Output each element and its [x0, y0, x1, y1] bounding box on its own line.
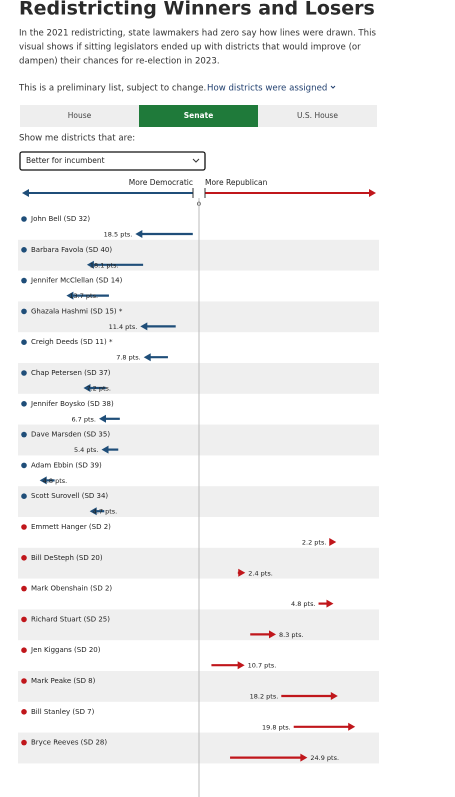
arrow-head [66, 291, 74, 300]
party-dot [21, 247, 27, 253]
tab[interactable] [258, 105, 377, 127]
party-dot [21, 277, 27, 284]
value-label: 2.2 pts. [302, 539, 327, 547]
value-label: 2.4 pts. [248, 569, 273, 577]
value-label: 4.7 pts. [93, 508, 118, 516]
party-dot [21, 493, 27, 500]
party-dot [21, 431, 27, 438]
name: Richard Stuart (SD 25) [31, 615, 110, 623]
value-label: 5.4 pts. [74, 446, 99, 454]
arrow-head [269, 630, 277, 639]
party-dot [21, 339, 27, 346]
value-label: 8.3 pts. [279, 631, 304, 639]
party-dot [21, 647, 27, 653]
party-dot [21, 616, 27, 623]
arrow-head [238, 568, 246, 577]
arrow-head [83, 384, 91, 392]
tab[interactable] [139, 105, 258, 127]
arrow-head [300, 753, 308, 762]
intro: visual shows if sitting legislators ende… [19, 43, 361, 53]
name: Mark Obenshain (SD 2) [31, 585, 112, 593]
note: This is a preliminary list, subject to c… [18, 84, 206, 94]
axis-head [369, 189, 376, 197]
tab[interactable] [20, 105, 139, 127]
name: Emmett Hanger (SD 2) [31, 523, 111, 531]
filter-label: Show me districts that are: [19, 134, 135, 144]
arrow-head [329, 538, 337, 546]
name: John Bell (SD 32) [30, 215, 90, 223]
arrow-head [86, 260, 94, 269]
party-dot [21, 370, 27, 376]
name: Creigh Deeds (SD 11) * [31, 338, 113, 346]
title: Redistricting Winners and Losers [19, 0, 375, 20]
value-label: 18.2 pts. [250, 693, 279, 701]
party-dot [21, 524, 27, 530]
name: Jennifer McClellan (SD 14) [30, 277, 123, 285]
name: Jennifer Boysko (SD 38) [30, 400, 114, 408]
arrow-head [143, 353, 151, 362]
party-dot [21, 462, 27, 469]
arrow-head [140, 322, 148, 331]
arrow-head [99, 414, 107, 423]
name: Barbara Favola (SD 40) [31, 246, 112, 254]
value-label: 18.1 pts. [90, 261, 119, 269]
name: Jen Kiggans (SD 20) [30, 646, 101, 654]
value-label: 6.7 pts. [71, 415, 96, 423]
value-label: 4.8 pts. [291, 600, 316, 608]
name: Chap Petersen (SD 37) [31, 369, 111, 377]
value-label: 7.8 pts. [116, 354, 141, 362]
tab-label: U.S. House [297, 111, 338, 120]
arrow-head [326, 599, 334, 608]
select[interactable] [19, 151, 206, 171]
chevron [330, 85, 336, 89]
party-dot [21, 739, 27, 746]
arrow-head [348, 722, 356, 731]
arrow-head [89, 507, 97, 516]
name: Scott Surovell (SD 34) [31, 492, 108, 500]
tab-label: Senate [184, 111, 214, 120]
intro: In the 2021 redistricting, state lawmake… [19, 29, 376, 39]
intro: dampen) their chances for re-election in… [19, 57, 220, 67]
value-label: 13.7 pts. [69, 292, 98, 300]
value-label: 7.2 pts. [86, 385, 111, 393]
arrow-head [39, 476, 47, 485]
name: Ghazala Hashmi (SD 15) * [31, 307, 123, 315]
axis-label: More Democratic [129, 178, 193, 187]
arrow-head [101, 445, 109, 454]
chevron [192, 158, 200, 163]
name: Bryce Reeves (SD 28) [31, 739, 107, 747]
value-label: 11.4 pts. [109, 323, 138, 331]
name: Adam Ebbin (SD 39) [31, 461, 102, 469]
select-value: Better for incumbent [26, 156, 105, 165]
name: Mark Peake (SD 8) [31, 677, 96, 685]
party-dot [21, 555, 27, 561]
value-label: 4.8 pts. [43, 477, 68, 485]
party-dot [21, 216, 27, 222]
link[interactable]: How districts were assigned [207, 84, 327, 94]
value-label: 24.9 pts. [310, 754, 339, 762]
party-dot [21, 709, 27, 715]
axis-head [22, 189, 29, 197]
axis-label: More Republican [205, 178, 268, 187]
value-label: 10.7 pts. [248, 662, 277, 670]
arrow-head [330, 692, 338, 700]
value-label: 18.5 pts. [104, 231, 133, 239]
name: Dave Marsden (SD 35) [31, 431, 110, 439]
value-label: 19.8 pts. [262, 723, 291, 731]
name: Bill Stanley (SD 7) [31, 708, 95, 716]
tab-label: House [68, 111, 92, 120]
party-dot [21, 401, 27, 407]
party-dot [21, 678, 27, 684]
party-dot [21, 585, 27, 592]
party-dot [21, 308, 27, 315]
arrow-head [237, 661, 245, 670]
name: Bill DeSteph (SD 20) [31, 554, 103, 562]
arrow-head [135, 230, 143, 238]
